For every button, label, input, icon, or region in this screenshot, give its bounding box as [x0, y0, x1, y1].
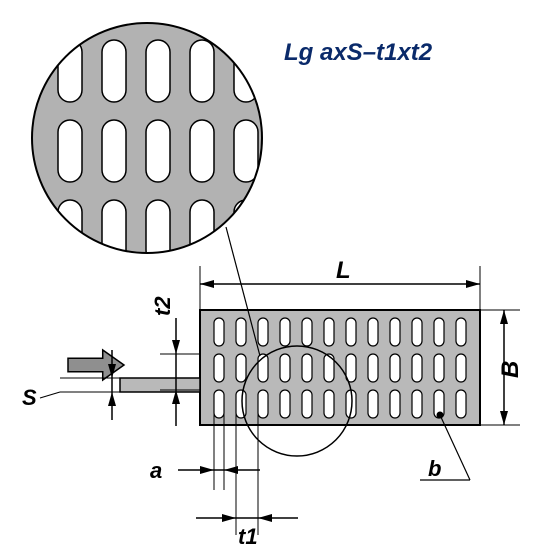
sheet-slot — [368, 354, 378, 382]
sheet-slot — [434, 318, 444, 346]
sheet-slot — [280, 318, 290, 346]
sheet-slot — [302, 318, 312, 346]
dim-L-label: L — [336, 257, 351, 284]
magnifier-slot — [234, 40, 258, 102]
dim-t2-arrow — [172, 340, 180, 354]
dim-S-label: S — [22, 385, 37, 410]
sheet-slot — [258, 318, 268, 346]
dim-t2-label: t2 — [150, 296, 175, 316]
sheet-slot — [236, 390, 246, 418]
sheet-slot — [214, 318, 224, 346]
magnifier-slot — [58, 120, 82, 182]
sheet-slot — [412, 318, 422, 346]
magnifier-slot — [102, 200, 126, 262]
formula-title: Lg axS–t1xt2 — [284, 39, 433, 66]
magnifier-slot — [234, 120, 258, 182]
dim-S-arrow — [108, 392, 116, 406]
magnifier-slot — [146, 40, 170, 102]
sheet-slot — [412, 390, 422, 418]
sheet-slot — [258, 390, 268, 418]
sheet-slot — [368, 318, 378, 346]
sheet-slot — [214, 354, 224, 382]
sheet-slot — [302, 354, 312, 382]
dim-B-label: B — [497, 361, 524, 378]
sheet-slot — [390, 354, 400, 382]
dim-B-arrow — [500, 310, 508, 324]
sheet-slot — [214, 390, 224, 418]
sheet-slot — [324, 318, 334, 346]
magnifier-slot — [190, 200, 214, 262]
sheet-slot — [236, 318, 246, 346]
sheet-slot — [412, 354, 422, 382]
sheet-slot — [456, 390, 466, 418]
sheet-slot — [346, 318, 356, 346]
dim-S-leader — [40, 392, 60, 398]
sheet-slot — [280, 354, 290, 382]
dim-a-label: a — [150, 458, 162, 483]
sheet-slot — [280, 390, 290, 418]
sheet-slot — [456, 318, 466, 346]
dim-L-arrow — [200, 280, 214, 288]
magnifier-slot — [102, 120, 126, 182]
sheet-slot — [236, 354, 246, 382]
magnifier-slot — [190, 40, 214, 102]
magnifier-slot — [190, 120, 214, 182]
dim-t1-arrow — [258, 514, 272, 522]
sheet-slot — [390, 318, 400, 346]
dim-a-arrow — [200, 466, 214, 474]
sheet-slot — [368, 390, 378, 418]
dim-t1-arrow — [222, 514, 236, 522]
sheet-slot — [390, 390, 400, 418]
sheet-slot — [324, 390, 334, 418]
sheet-slot — [302, 390, 312, 418]
dim-L-arrow — [466, 280, 480, 288]
magnifier-slot — [146, 120, 170, 182]
magnifier-slot — [102, 40, 126, 102]
sheet-slot — [456, 354, 466, 382]
dim-B-arrow — [500, 411, 508, 425]
sheet-slot — [434, 354, 444, 382]
dim-b-label: b — [428, 456, 441, 481]
dim-t1-label: t1 — [238, 524, 258, 549]
magnifier-detail — [32, 23, 262, 262]
magnifier-slot — [58, 40, 82, 102]
